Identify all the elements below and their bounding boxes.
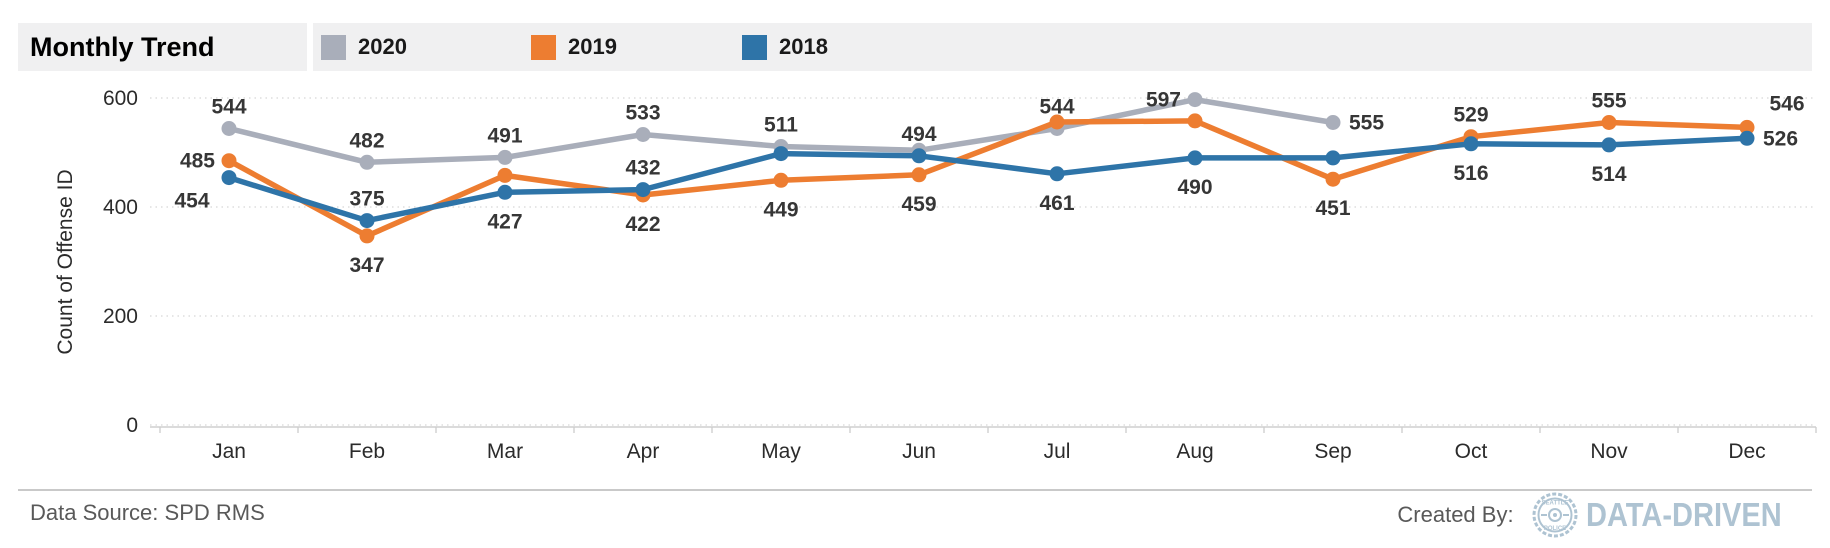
x-tick-label-mar: Mar (487, 440, 523, 463)
data-label: 454 (174, 190, 209, 213)
data-label: 529 (1453, 104, 1488, 127)
y-tick-label: 0 (126, 414, 138, 437)
y-axis-title: Count of Offense ID (54, 169, 77, 354)
data-point-2018-apr[interactable] (635, 182, 651, 198)
data-label: 427 (487, 210, 522, 233)
x-tick-label-jun: Jun (902, 440, 936, 463)
data-label: 485 (180, 150, 215, 173)
footer-divider (18, 489, 1812, 491)
legend-swatch-2019 (531, 34, 556, 60)
data-label: 482 (349, 129, 384, 152)
legend-swatch-2018 (742, 34, 767, 60)
data-point-2019-mar[interactable] (497, 167, 513, 183)
seattle-police-badge-icon: SEATTLE POLICE (1532, 492, 1578, 538)
trend-line-2018[interactable] (226, 135, 1750, 224)
x-tick-label-oct: Oct (1455, 440, 1488, 463)
svg-text:SEATTLE: SEATTLE (1541, 501, 1568, 507)
data-point-2018-jan[interactable] (221, 170, 237, 186)
data-point-2020-mar[interactable] (497, 149, 513, 165)
data-point-2018-aug[interactable] (1187, 150, 1203, 166)
legend-item-2019[interactable]: 2019 (531, 23, 617, 71)
created-by-label: Created By: (1397, 502, 1514, 527)
data-point-2020-jan[interactable] (221, 121, 237, 136)
x-tick-label-apr: Apr (627, 440, 660, 463)
data-point-2020-sep[interactable] (1325, 115, 1341, 130)
data-label: 526 (1763, 127, 1798, 150)
data-label: 490 (1177, 176, 1212, 199)
data-label: 432 (625, 157, 660, 180)
data-point-2018-dec[interactable] (1739, 130, 1755, 146)
data-point-2020-apr[interactable] (635, 127, 651, 142)
data-point-2019-dec[interactable] (1739, 119, 1755, 135)
data-point-2018-nov[interactable] (1601, 137, 1617, 153)
legend-label-2020: 2020 (358, 34, 407, 59)
created-by-group: Created By: SEATTLE POLICE DATA-DRIVEN (1397, 492, 1808, 538)
data-point-2019-may[interactable] (773, 172, 789, 188)
legend-label-2018: 2018 (779, 34, 828, 59)
data-label: 347 (349, 254, 384, 277)
x-tick-label-nov: Nov (1590, 440, 1628, 463)
data-label: 375 (349, 188, 384, 211)
legend-band: 2020 2019 2018 (313, 23, 1812, 71)
data-point-2019-jul[interactable] (1049, 114, 1065, 130)
data-point-2019-jan[interactable] (221, 153, 237, 169)
data-label: 514 (1591, 163, 1626, 186)
x-tick-label-jul: Jul (1044, 440, 1071, 463)
data-label: 491 (487, 124, 522, 147)
data-label: 516 (1453, 162, 1488, 185)
data-point-2019-feb[interactable] (359, 228, 375, 244)
legend-label-2019: 2019 (568, 34, 617, 59)
data-point-2018-mar[interactable] (497, 184, 513, 200)
data-label: 555 (1591, 90, 1626, 113)
x-tick-label-aug: Aug (1176, 440, 1213, 463)
data-point-2019-aug[interactable] (1187, 113, 1203, 129)
x-tick-label-jan: Jan (212, 440, 246, 463)
svg-text:POLICE: POLICE (1543, 526, 1565, 532)
data-point-2019-nov[interactable] (1601, 115, 1617, 130)
data-label: 422 (625, 213, 660, 236)
data-point-2018-may[interactable] (773, 146, 789, 162)
data-label: 449 (763, 198, 798, 221)
y-tick-label: 400 (103, 196, 138, 219)
data-label: 459 (901, 193, 936, 216)
data-point-2019-jun[interactable] (911, 167, 927, 183)
data-label: 511 (764, 114, 798, 137)
page-title: Monthly Trend (30, 31, 215, 62)
x-tick-label-dec: Dec (1728, 440, 1765, 463)
data-point-2018-oct[interactable] (1463, 136, 1479, 152)
data-point-2018-feb[interactable] (359, 213, 375, 229)
brand-logo-text: DATA-DRIVEN (1585, 496, 1782, 533)
data-label: 461 (1039, 192, 1074, 215)
data-label: 597 (1146, 89, 1181, 112)
x-tick-label-sep: Sep (1314, 440, 1351, 463)
data-label: 544 (211, 96, 246, 119)
legend-item-2020[interactable]: 2020 (321, 23, 407, 71)
legend-swatch-2020 (321, 34, 346, 60)
data-point-2018-jun[interactable] (911, 148, 927, 164)
data-point-2020-aug[interactable] (1187, 92, 1203, 108)
title-band (18, 23, 307, 71)
x-tick-label-feb: Feb (349, 440, 385, 463)
monthly-trend-chart[interactable]: 0 200 400 600 Count of Offense ID Jan Feb Mar Ap… (0, 60, 1830, 480)
data-label: 533 (625, 102, 660, 125)
data-point-2018-sep[interactable] (1325, 150, 1341, 166)
data-label: 494 (901, 123, 936, 146)
data-label: 546 (1769, 92, 1804, 115)
data-label: 555 (1349, 112, 1384, 135)
data-point-2018-jul[interactable] (1049, 166, 1065, 182)
y-tick-label: 200 (103, 305, 138, 328)
data-label: 544 (1039, 96, 1074, 119)
data-point-2020-feb[interactable] (359, 154, 375, 170)
data-point-2019-sep[interactable] (1325, 171, 1341, 187)
data-label: 451 (1315, 197, 1350, 220)
x-tick-label-may: May (761, 440, 801, 463)
y-tick-label: 600 (103, 87, 138, 110)
trend-line-2019[interactable] (226, 118, 1750, 239)
data-source-text: Data Source: SPD RMS (30, 500, 265, 525)
legend-item-2018[interactable]: 2018 (742, 23, 828, 71)
